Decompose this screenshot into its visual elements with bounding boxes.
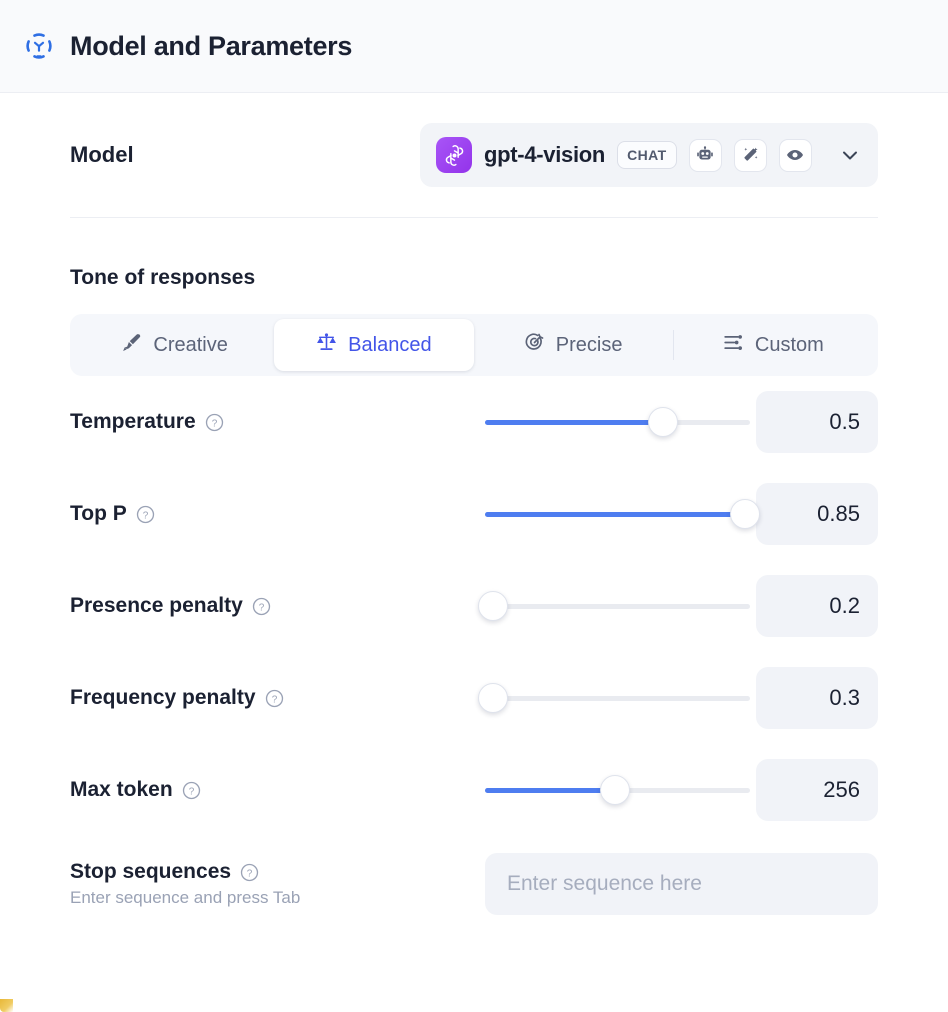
parameter-slider[interactable]: [477, 683, 750, 713]
help-icon[interactable]: ?: [252, 597, 271, 616]
slider-thumb[interactable]: [477, 591, 508, 621]
tone-option-balanced[interactable]: Balanced: [274, 319, 474, 371]
stop-sequences-label: Stop sequences: [70, 860, 232, 883]
parameter-label: Frequency penalty: [70, 686, 256, 709]
svg-text:?: ?: [258, 602, 264, 613]
panel-body: Model gpt-4-vision CHAT: [0, 93, 948, 932]
tone-divider: [672, 330, 674, 360]
atom-icon: [24, 31, 54, 61]
parameter-label: Presence penalty: [70, 594, 243, 617]
slider-track: [485, 603, 750, 609]
tone-option-precise[interactable]: Precise: [474, 319, 673, 371]
section-divider: [70, 217, 878, 218]
parameter-slider[interactable]: [485, 775, 750, 805]
svg-text:?: ?: [142, 510, 148, 521]
parameter-row-presence-penalty: Presence penalty ? 0.2: [70, 560, 878, 652]
parameter-row-temperature: Temperature ? 0.5: [70, 376, 878, 468]
slider-fill: [485, 787, 615, 793]
stop-sequences-hint: Enter sequence and press Tab: [70, 888, 301, 907]
openai-logo-icon: [436, 137, 472, 173]
help-icon[interactable]: ?: [265, 689, 284, 708]
parameter-label: Max token: [70, 778, 173, 801]
model-type-badge: CHAT: [617, 141, 677, 169]
eye-icon: [778, 138, 812, 172]
slider-fill: [485, 511, 745, 517]
parameter-value[interactable]: 0.5: [756, 391, 878, 453]
robot-icon: [688, 138, 722, 172]
parameter-value[interactable]: 0.2: [756, 575, 878, 637]
panel-header: Model and Parameters: [0, 0, 948, 93]
chevron-down-icon[interactable]: [832, 143, 862, 167]
tone-section-title: Tone of responses: [70, 266, 256, 289]
corner-accent: [0, 999, 13, 1012]
magic-wand-icon: [733, 138, 767, 172]
help-icon[interactable]: ?: [136, 505, 155, 524]
tone-option-custom[interactable]: Custom: [674, 319, 873, 371]
svg-text:?: ?: [271, 694, 277, 705]
slider-fill: [485, 419, 663, 425]
tone-option-label: Custom: [754, 333, 824, 356]
tone-option-creative[interactable]: Creative: [75, 319, 274, 371]
paintbrush-icon: [121, 332, 142, 358]
page-title: Model and Parameters: [70, 30, 353, 61]
parameter-value[interactable]: 256: [756, 759, 878, 821]
tone-option-label: Precise: [555, 333, 623, 356]
model-row: Model gpt-4-vision CHAT: [70, 93, 878, 217]
parameter-label: Temperature: [70, 410, 196, 433]
model-name: gpt-4-vision: [484, 142, 606, 167]
tone-option-label: Balanced: [348, 333, 432, 356]
target-icon: [524, 332, 545, 358]
slider-thumb[interactable]: [477, 683, 508, 713]
model-select[interactable]: gpt-4-vision CHAT: [420, 123, 878, 187]
parameter-value[interactable]: 0.3: [756, 667, 878, 729]
stop-sequences-input[interactable]: [485, 853, 878, 915]
parameter-row-frequency-penalty: Frequency penalty ? 0.3: [70, 652, 878, 744]
parameter-slider[interactable]: [485, 499, 760, 529]
parameter-slider[interactable]: [485, 407, 750, 437]
slider-thumb[interactable]: [647, 407, 678, 437]
parameter-value[interactable]: 0.85: [756, 483, 878, 545]
tone-option-label: Creative: [153, 333, 228, 356]
svg-text:?: ?: [247, 868, 253, 879]
parameter-row-top-p: Top P ? 0.85: [70, 468, 878, 560]
help-icon[interactable]: ?: [240, 863, 259, 882]
help-icon[interactable]: ?: [205, 413, 224, 432]
scales-icon: [316, 332, 337, 358]
parameter-row-max-token: Max token ? 256: [70, 744, 878, 836]
parameter-slider[interactable]: [477, 591, 750, 621]
svg-text:?: ?: [211, 418, 217, 429]
help-icon[interactable]: ?: [182, 781, 201, 800]
svg-text:?: ?: [188, 786, 194, 797]
slider-thumb[interactable]: [729, 499, 760, 529]
tone-segmented-control: Creative Balanced: [70, 314, 878, 376]
sliders-icon: [723, 332, 744, 358]
parameter-label: Top P: [70, 502, 127, 525]
slider-track: [485, 695, 750, 701]
slider-thumb[interactable]: [599, 775, 630, 805]
model-label: Model: [70, 142, 134, 167]
stop-sequences-row: Stop sequences ? Enter sequence and pres…: [70, 836, 878, 932]
